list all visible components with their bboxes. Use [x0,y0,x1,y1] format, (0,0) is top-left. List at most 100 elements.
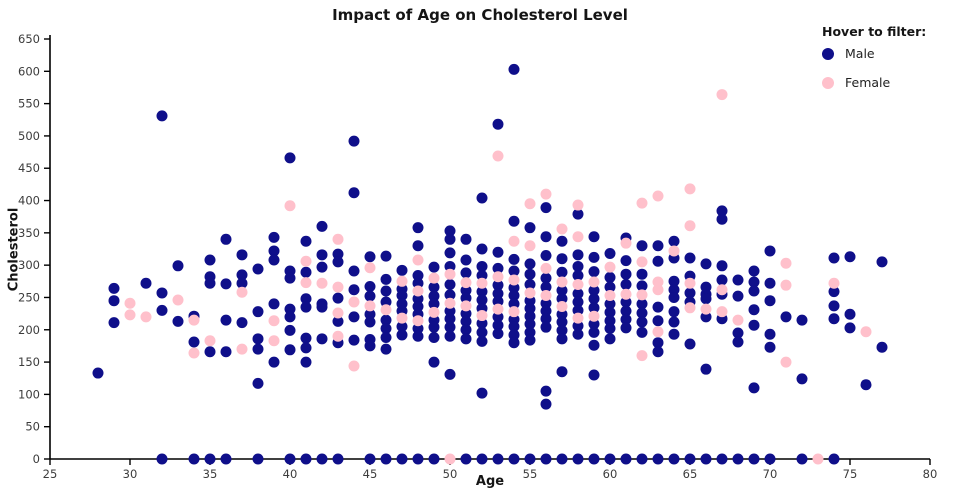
female-data-point[interactable] [620,237,632,249]
male-data-point[interactable] [652,337,664,349]
male-data-point[interactable] [876,256,888,268]
female-data-point[interactable] [444,297,456,309]
male-data-point[interactable] [620,453,632,465]
male-data-point[interactable] [284,303,296,315]
female-data-point[interactable] [444,453,456,465]
male-data-point[interactable] [492,311,504,323]
male-data-point[interactable] [636,316,648,328]
male-data-point[interactable] [636,453,648,465]
female-data-point[interactable] [780,356,792,368]
male-data-point[interactable] [524,258,536,270]
male-data-point[interactable] [444,305,456,317]
male-data-point[interactable] [732,290,744,302]
male-data-point[interactable] [508,215,520,227]
male-data-point[interactable] [876,341,888,353]
male-data-point[interactable] [300,332,312,344]
male-data-point[interactable] [652,255,664,267]
male-data-point[interactable] [444,233,456,245]
male-data-point[interactable] [588,453,600,465]
male-data-point[interactable] [540,272,552,284]
female-data-point[interactable] [700,303,712,315]
female-data-point[interactable] [684,183,696,195]
female-data-point[interactable] [236,286,248,298]
male-data-point[interactable] [428,332,440,344]
male-data-point[interactable] [412,277,424,289]
male-data-point[interactable] [316,453,328,465]
male-data-point[interactable] [156,453,168,465]
female-data-point[interactable] [172,294,184,306]
male-data-point[interactable] [828,300,840,312]
male-data-point[interactable] [636,268,648,280]
male-data-point[interactable] [652,315,664,327]
male-data-point[interactable] [412,240,424,252]
male-data-point[interactable] [460,233,472,245]
male-data-point[interactable] [380,453,392,465]
male-data-point[interactable] [252,333,264,345]
male-data-point[interactable] [444,260,456,272]
male-data-point[interactable] [476,269,488,281]
male-data-point[interactable] [380,314,392,326]
male-data-point[interactable] [156,287,168,299]
male-data-point[interactable] [828,252,840,264]
male-data-point[interactable] [316,220,328,232]
male-data-point[interactable] [524,222,536,234]
male-data-point[interactable] [428,281,440,293]
male-data-point[interactable] [764,245,776,257]
male-data-point[interactable] [300,235,312,247]
male-data-point[interactable] [284,324,296,336]
female-data-point[interactable] [540,262,552,274]
male-data-point[interactable] [636,240,648,252]
male-data-point[interactable] [284,344,296,356]
male-data-point[interactable] [332,453,344,465]
male-data-point[interactable] [716,453,728,465]
female-data-point[interactable] [428,272,440,284]
female-data-point[interactable] [204,335,216,347]
male-data-point[interactable] [108,282,120,294]
male-data-point[interactable] [492,246,504,258]
male-data-point[interactable] [396,264,408,276]
male-data-point[interactable] [444,368,456,380]
male-data-point[interactable] [364,316,376,328]
male-data-point[interactable] [556,316,568,328]
male-data-point[interactable] [556,235,568,247]
male-data-point[interactable] [380,250,392,262]
male-data-point[interactable] [364,308,376,320]
male-data-point[interactable] [476,286,488,298]
male-data-point[interactable] [588,284,600,296]
female-data-point[interactable] [476,277,488,289]
male-data-point[interactable] [716,274,728,286]
male-data-point[interactable] [396,321,408,333]
male-data-point[interactable] [604,248,616,260]
male-data-point[interactable] [492,118,504,130]
male-data-point[interactable] [572,260,584,272]
male-data-point[interactable] [700,293,712,305]
female-data-point[interactable] [492,150,504,162]
male-data-point[interactable] [716,213,728,225]
male-data-point[interactable] [844,322,856,334]
male-data-point[interactable] [572,304,584,316]
female-data-point[interactable] [316,277,328,289]
male-data-point[interactable] [364,340,376,352]
female-data-point[interactable] [556,301,568,313]
female-data-point[interactable] [636,350,648,362]
male-data-point[interactable] [428,321,440,333]
male-data-point[interactable] [316,261,328,273]
male-data-point[interactable] [508,282,520,294]
female-data-point[interactable] [828,277,840,289]
male-data-point[interactable] [588,251,600,263]
male-data-point[interactable] [428,290,440,302]
male-data-point[interactable] [252,343,264,355]
male-data-point[interactable] [652,301,664,313]
male-data-point[interactable] [316,333,328,345]
male-data-point[interactable] [540,249,552,261]
male-data-point[interactable] [268,254,280,266]
male-data-point[interactable] [412,301,424,313]
male-data-point[interactable] [796,314,808,326]
female-data-point[interactable] [684,220,696,232]
male-data-point[interactable] [380,332,392,344]
male-data-point[interactable] [348,187,360,199]
female-data-point[interactable] [652,276,664,288]
female-data-point[interactable] [412,254,424,266]
male-data-point[interactable] [572,288,584,300]
male-data-point[interactable] [684,338,696,350]
